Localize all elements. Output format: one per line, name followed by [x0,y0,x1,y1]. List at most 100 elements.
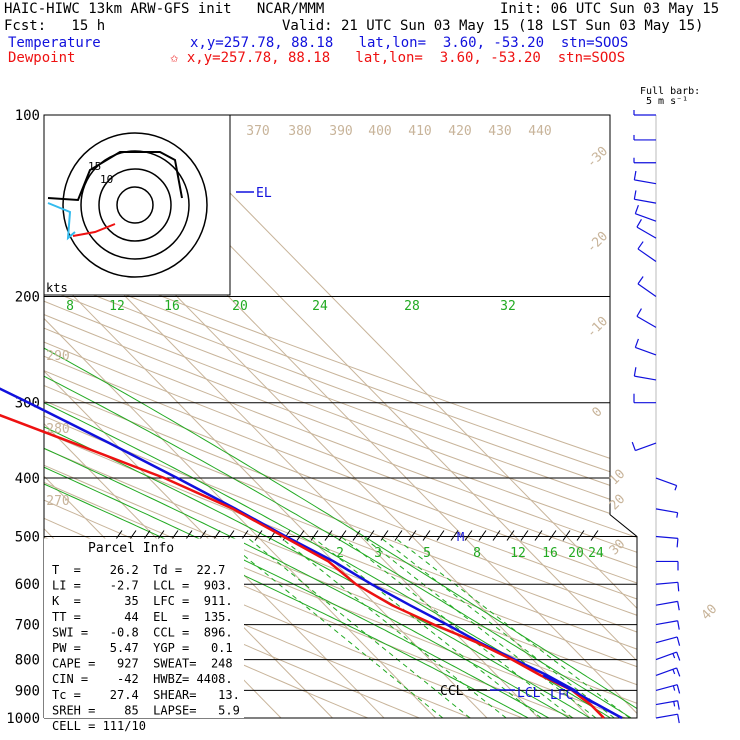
hodograph-ring-label: 10 [100,173,113,186]
isotherm-line [44,115,436,718]
wind-barb [655,700,680,710]
mixing-ratio-label: 2 [336,546,344,561]
isotherm-line [153,115,637,718]
parcel-info-row: LI = -2.7 LCL = 903. [52,579,233,593]
parcel-info-box: Parcel Info T = 26.2 Td = 22.7 LI = -2.7 L… [44,538,244,733]
hatch-mark [254,530,263,541]
hodograph-trace-upper [47,151,183,202]
hatch-mark [408,530,417,541]
hatch-mark [422,530,431,541]
mixing-ratio-label: 12 [510,546,526,561]
hodograph-trace-mid [72,223,116,237]
wind-barb [655,477,678,491]
dry-adiabat [44,115,637,718]
wind-barb [655,713,680,724]
wind-barb [634,204,657,222]
hodograph-box [43,114,231,296]
isotherm-label: 40 [699,602,721,624]
theta-label: 370 [246,124,269,139]
lfc-marker-label: LFC [550,688,573,703]
theta-label: 420 [448,124,471,139]
wind-barb [633,367,657,381]
isotherm-label: -30 [584,144,611,171]
barb-legend-label: Full barb: 5 m s⁻¹ [640,86,700,107]
parcel-info-row: T = 26.2 Td = 22.7 [52,563,225,577]
forecast-hour: Fcst: 15 h [4,18,106,34]
wind-barb [633,170,657,185]
theta-label: 390 [329,124,352,139]
pressure-tick-label: 500 [15,529,40,545]
parcel-info-row: SWI = -0.8 CCL = 896. [52,625,233,639]
mixing-ratio-line [361,536,597,718]
wind-barb [636,218,657,239]
mixing-ratio-label: 8 [473,546,481,561]
hatch-mark [296,530,305,541]
moist-adiabat-label: 16 [164,299,180,314]
init-time: Init: 06 UTC Sun 03 May 15 [500,1,720,17]
mixing-ratio-label: 5 [423,546,431,561]
dry-adiabat [44,115,637,718]
dry-adiabat [44,115,637,718]
hatch-mark [590,530,599,541]
dry-adiabat [44,115,637,718]
mixing-ratio-line [340,536,574,718]
ccl-marker-label: CCL [440,684,464,699]
pressure-tick-label: 900 [15,683,40,699]
hatch-mark [534,530,543,541]
hatch-mark [366,530,375,541]
dewpoint-profile [0,413,605,719]
hatch-mark [520,530,529,541]
moist-adiabat-label: 8 [66,299,74,314]
hatch-mark [492,530,501,541]
valid-time: Valid: 21 UTC Sun 03 May 15 (18 LST Sun … [282,18,704,34]
dewpoint-legend-label: Dewpoint [8,50,76,66]
wind-barb [633,110,656,116]
isotherm-label: -20 [584,229,611,256]
temperature-legend-info: x,y=257.78, 88.18 lat,lon= 3.60, -53.20 … [190,35,629,51]
parcel-info-row: CIN = -42 HWBZ= 4408. [52,672,233,686]
m-marker-label: M [457,530,464,544]
dry-adiabat [44,115,637,718]
dewpoint-legend-info: ✩ x,y=257.78, 88.18 lat,lon= 3.60, -53.2… [170,50,626,66]
hatch-mark [464,530,473,541]
dry-adiabat [44,115,637,718]
mixing-ratio-label: 20 [568,546,584,561]
hodograph-ring [62,132,208,278]
wind-barb [634,338,657,356]
moist-adiabat-label: 24 [312,299,328,314]
isotherm-label: 0 [589,404,605,420]
temperature-legend-label: Temperature [8,35,101,51]
isotherm-label: -10 [584,314,611,341]
chart-title: HAIC-HIWC 13km ARW-GFS init NCAR/MMM [4,1,325,17]
mixing-ratio-line [220,536,444,718]
wind-barb [655,581,680,592]
wind-barb [637,276,657,298]
el-marker-label: EL [256,186,272,201]
theta-label: 280 [46,422,69,437]
wind-barb [655,535,679,548]
dry-adiabat [44,115,637,718]
theta-label: 380 [288,124,311,139]
moist-adiabat-label: 12 [109,299,125,314]
parcel-info-row: TT = 44 EL = 135. [52,610,233,624]
hatch-mark [576,530,585,541]
hatch-mark [548,530,557,541]
hatch-mark [436,530,445,541]
hatch-mark [506,530,515,541]
dry-adiabat [44,115,637,718]
wind-barb [633,393,656,404]
dry-adiabat [44,115,637,718]
parcel-path [542,674,623,719]
moist-adiabat-label: 20 [232,299,248,314]
wind-barb [631,441,657,452]
mixing-ratio-label: 16 [542,546,558,561]
wind-barb [655,636,681,646]
hodograph-ring [116,186,154,224]
wind-barb [637,241,657,263]
hodograph-units-label: kts [46,281,68,295]
dry-adiabat [44,115,399,718]
pressure-tick-label: 1000 [6,711,40,727]
mixing-ratio-line [311,536,542,718]
